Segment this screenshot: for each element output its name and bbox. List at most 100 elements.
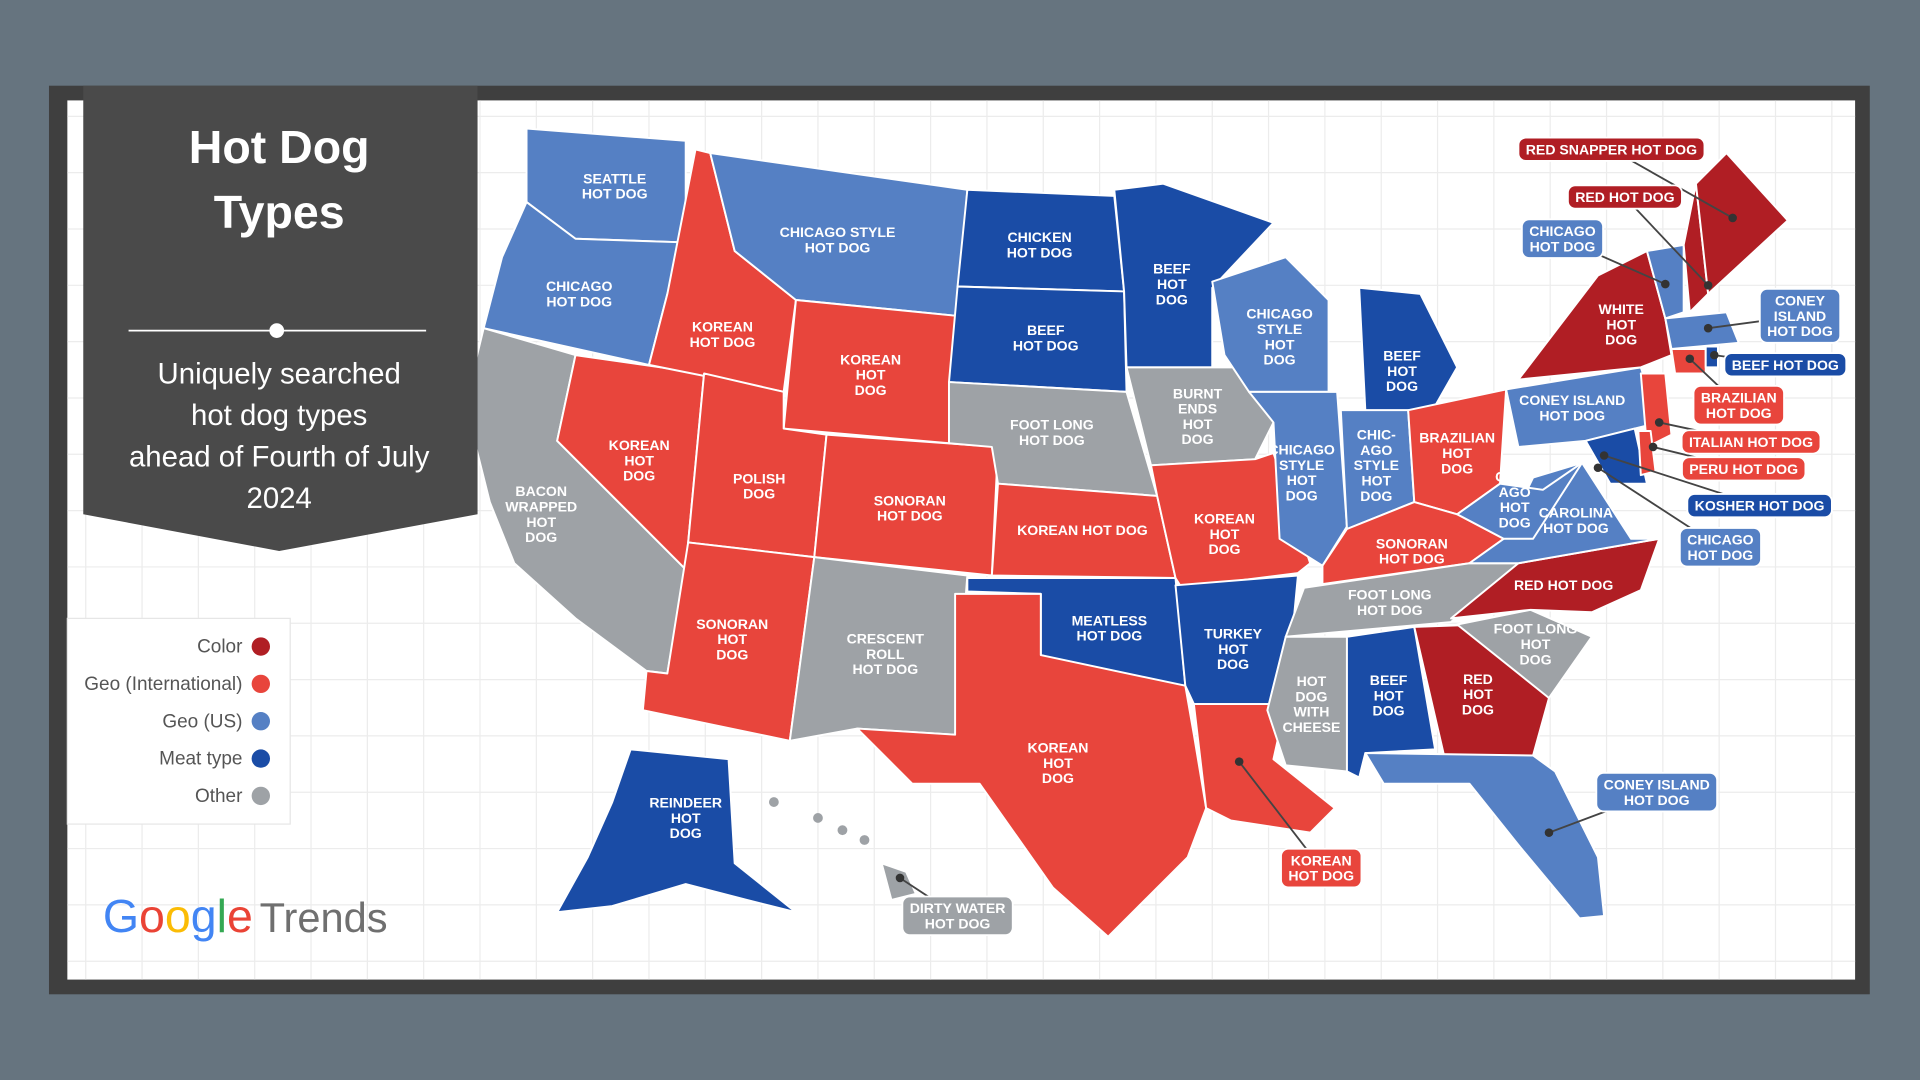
legend-swatch (251, 674, 270, 694)
state-label: CHICAGO HOT DOG (546, 278, 613, 309)
state-label: HOT DOG WITH CHEESE (1282, 673, 1340, 735)
state-label: CHICAGO STYLE HOT DOG (1268, 442, 1335, 504)
callout-label: KOSHER HOT DOG (1695, 498, 1825, 514)
panel-subtitle-line-2: hot dog types (191, 399, 367, 432)
callout-pill: CHICAGO HOT DOG (1678, 527, 1762, 568)
state-label: BACON WRAPPED HOT DOG (505, 483, 577, 545)
callout-label: DIRTY WATER HOT DOG (910, 900, 1006, 931)
state-label: FOOT LONG HOT DOG (1010, 416, 1094, 447)
legend-label: Meat type (159, 749, 242, 770)
callout-pill: PERU HOT DOG (1681, 456, 1807, 482)
callout-label: BRAZILIAN HOT DOG (1701, 390, 1777, 421)
state-label: KOREAN HOT DOG (609, 437, 670, 484)
callout-label: RED HOT DOG (1575, 189, 1674, 205)
callout-pill-bg (1692, 384, 1785, 426)
state-label: KOREAN HOT DOG (1017, 522, 1148, 538)
leader-dot (1544, 828, 1554, 837)
state-label: KOREAN HOT DOG (1027, 739, 1088, 786)
callout-pill: BEEF HOT DOG (1723, 352, 1848, 378)
hawaii-island (813, 813, 823, 823)
legend-swatch (251, 637, 270, 656)
state-label: CHICAGO STYLE HOT DOG (780, 224, 896, 255)
leader-dot (1728, 213, 1737, 223)
leader-dot (1661, 279, 1670, 289)
leader-dot (1703, 281, 1713, 290)
callout-pill: ITALIAN HOT DOG (1680, 429, 1822, 455)
state-region (1694, 152, 1789, 295)
state-label: BRAZILIAN HOT DOG (1419, 430, 1495, 477)
leader-dot (1710, 350, 1719, 360)
title-panel-bg (83, 85, 478, 552)
callout-pill-bg (1517, 136, 1706, 162)
legend-label: Other (195, 786, 242, 807)
callout-label: PERU HOT DOG (1689, 461, 1798, 477)
panel-subtitle-line-4: 2024 (247, 482, 312, 515)
leader-dot (1593, 463, 1603, 473)
state-region (1113, 182, 1275, 369)
state-region (1150, 452, 1312, 589)
state-region (1358, 286, 1459, 412)
callout-pill-bg (1520, 218, 1605, 259)
state-label: REINDEER HOT DOG (649, 795, 722, 842)
trends-wordmark: Trends (260, 894, 388, 941)
callout-pill-bg (1686, 493, 1833, 519)
legend-swatch (251, 749, 270, 768)
state-region (1125, 366, 1275, 467)
state-label: MEATLESS HOT DOG (1072, 612, 1148, 643)
google-trends-logo: Google Trends (103, 890, 388, 942)
callout-label: CONEY ISLAND HOT DOG (1604, 776, 1710, 807)
callout-pill: KOSHER HOT DOG (1686, 493, 1833, 519)
callout-pill: DIRTY WATER HOT DOG (901, 895, 1014, 937)
state-label: KOREAN HOT DOG (1194, 510, 1255, 557)
state-label: RED HOT DOG (1514, 577, 1613, 593)
legend-label: Color (197, 637, 242, 658)
state-labels: SEATTLE HOT DOG CHICAGO HOT DOG BACON WRAPPED… (505, 170, 1644, 841)
state-label: BEEF HOT DOG (1383, 348, 1421, 395)
panel-title-line-2: Types (214, 186, 345, 238)
callout-labels: RED SNAPPER HOT DOG RED HOT DOG CHICAGO HOT… (901, 136, 1848, 937)
callout-pill-bg (1723, 352, 1848, 378)
leader-dot (1648, 442, 1658, 452)
callout-pill: CONEY ISLAND HOT DOG (1595, 771, 1719, 813)
panel-title-line-1: Hot Dog (189, 121, 370, 173)
legend-swatch (251, 712, 270, 731)
state-label: CONEY ISLAND HOT DOG (1519, 392, 1625, 423)
callout-pill: KOREAN HOT DOG (1280, 847, 1363, 889)
callout-pill-bg (1758, 287, 1842, 344)
state-region (856, 592, 1208, 938)
state-label: CHICAGO STYLE HOT DOG (1246, 306, 1313, 368)
state-region (1639, 372, 1673, 448)
panel-divider-dot (269, 323, 285, 338)
leader-dot (1685, 354, 1695, 364)
state-label: BEEF HOT DOG (1153, 261, 1191, 308)
callout-pill: BRAZILIAN HOT DOG (1692, 384, 1785, 426)
state-label: SEATTLE HOT DOG (582, 170, 648, 201)
leader-dot (1654, 418, 1664, 427)
state-label: SONORAN HOT DOG (874, 492, 946, 523)
callout-pill: RED SNAPPER HOT DOG (1517, 136, 1706, 162)
state-label: RED HOT DOG (1462, 671, 1494, 718)
callout-pill-bg (901, 895, 1014, 937)
state-label: KOREAN HOT DOG (690, 319, 756, 350)
hawaii-island (768, 797, 779, 807)
leader-dot (895, 873, 905, 883)
legend-swatch (251, 786, 270, 806)
legend-label: Geo (US) (162, 711, 242, 732)
callout-label: ITALIAN HOT DOG (1689, 434, 1813, 450)
state-label: CAROLINA HOT DOG (1539, 505, 1613, 536)
leader-dot (1599, 451, 1609, 460)
google-wordmark: Google (103, 890, 253, 942)
legend-label: Geo (International) (84, 674, 242, 695)
legend: Color Geo (International) Geo (US) Meat typ… (66, 617, 291, 825)
state-region (1456, 608, 1593, 699)
callout-pill-bg (1566, 184, 1683, 210)
us-states-map (464, 127, 1789, 938)
state-label: FOOT LONG HOT DOG (1494, 621, 1578, 668)
state-label: BEEF HOT DOG (1370, 672, 1408, 719)
callout-label: CHICAGO HOT DOG (1529, 223, 1596, 254)
title-panel: Hot Dog Types Uniquely searched hot dog … (83, 85, 478, 552)
state-label: WHITE HOT DOG (1599, 301, 1644, 348)
callout-label: RED SNAPPER HOT DOG (1526, 141, 1697, 157)
hawaii-island (837, 825, 848, 836)
